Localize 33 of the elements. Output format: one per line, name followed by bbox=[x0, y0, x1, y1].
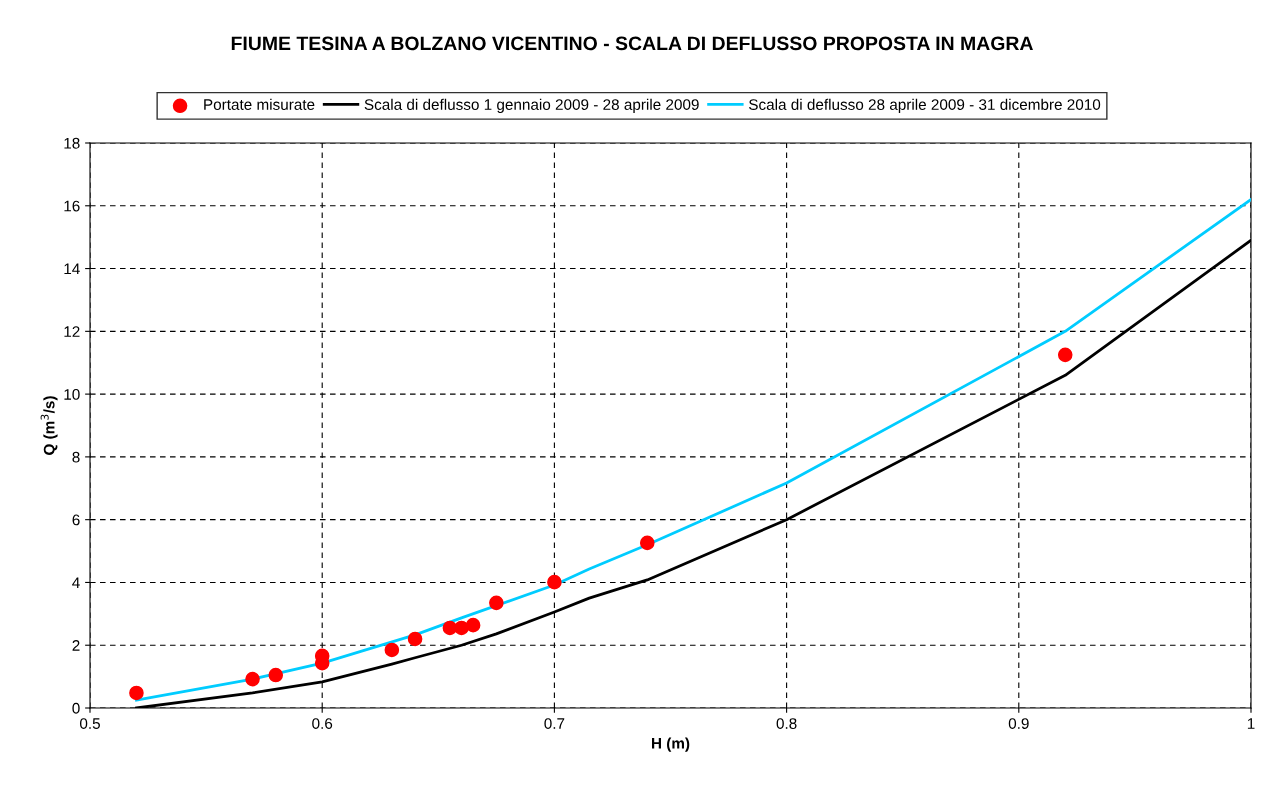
x-tick-label: 0.6 bbox=[312, 718, 333, 729]
point bbox=[407, 631, 423, 647]
y-axis-title: Q (m$^{3}$/s) bbox=[40, 396, 58, 455]
point bbox=[129, 685, 144, 701]
point bbox=[454, 620, 469, 636]
point bbox=[547, 574, 562, 590]
y-tick-label: 6 bbox=[72, 514, 80, 526]
point bbox=[639, 535, 655, 551]
legend-label: Scala di deflusso 28 aprile 2009 - 31 dicembre 2010 bbox=[749, 98, 1101, 113]
chart-title: FIUME TESINA A BOLZANO VICENTINO - SCALA DI DEFLUSSO PROPOSTA IN MAGRA bbox=[231, 36, 1033, 51]
y-tick-label: 16 bbox=[64, 200, 80, 212]
x-tick-label: 0.9 bbox=[1008, 718, 1029, 729]
y-tick-label: 4 bbox=[72, 577, 80, 588]
point bbox=[1057, 347, 1073, 363]
y-tick-label: 2 bbox=[72, 640, 80, 651]
y-tick-label: 14 bbox=[64, 263, 80, 275]
point bbox=[465, 617, 481, 633]
x-tick-label: 0.7 bbox=[544, 718, 565, 729]
x-tick-label: 0.8 bbox=[776, 718, 797, 729]
point bbox=[384, 642, 400, 658]
x-tick-label: 0.5 bbox=[79, 718, 100, 729]
y-tick-label: 10 bbox=[64, 388, 80, 400]
point bbox=[489, 595, 504, 611]
x-tick-label: 1 bbox=[1247, 718, 1255, 729]
legend-label: Portate misurate bbox=[204, 98, 315, 110]
y-tick-label: 18 bbox=[64, 137, 80, 149]
y-tick-label: 8 bbox=[72, 451, 80, 463]
y-tick-label: 12 bbox=[64, 326, 80, 337]
y-tick-label: 0 bbox=[72, 702, 80, 714]
point bbox=[268, 667, 284, 683]
x-axis-title: H (m) bbox=[652, 737, 690, 752]
legend-label: Scala di deflusso 1 gennaio 2009 - 28 aprile 2009 bbox=[364, 98, 699, 113]
point bbox=[245, 671, 260, 687]
